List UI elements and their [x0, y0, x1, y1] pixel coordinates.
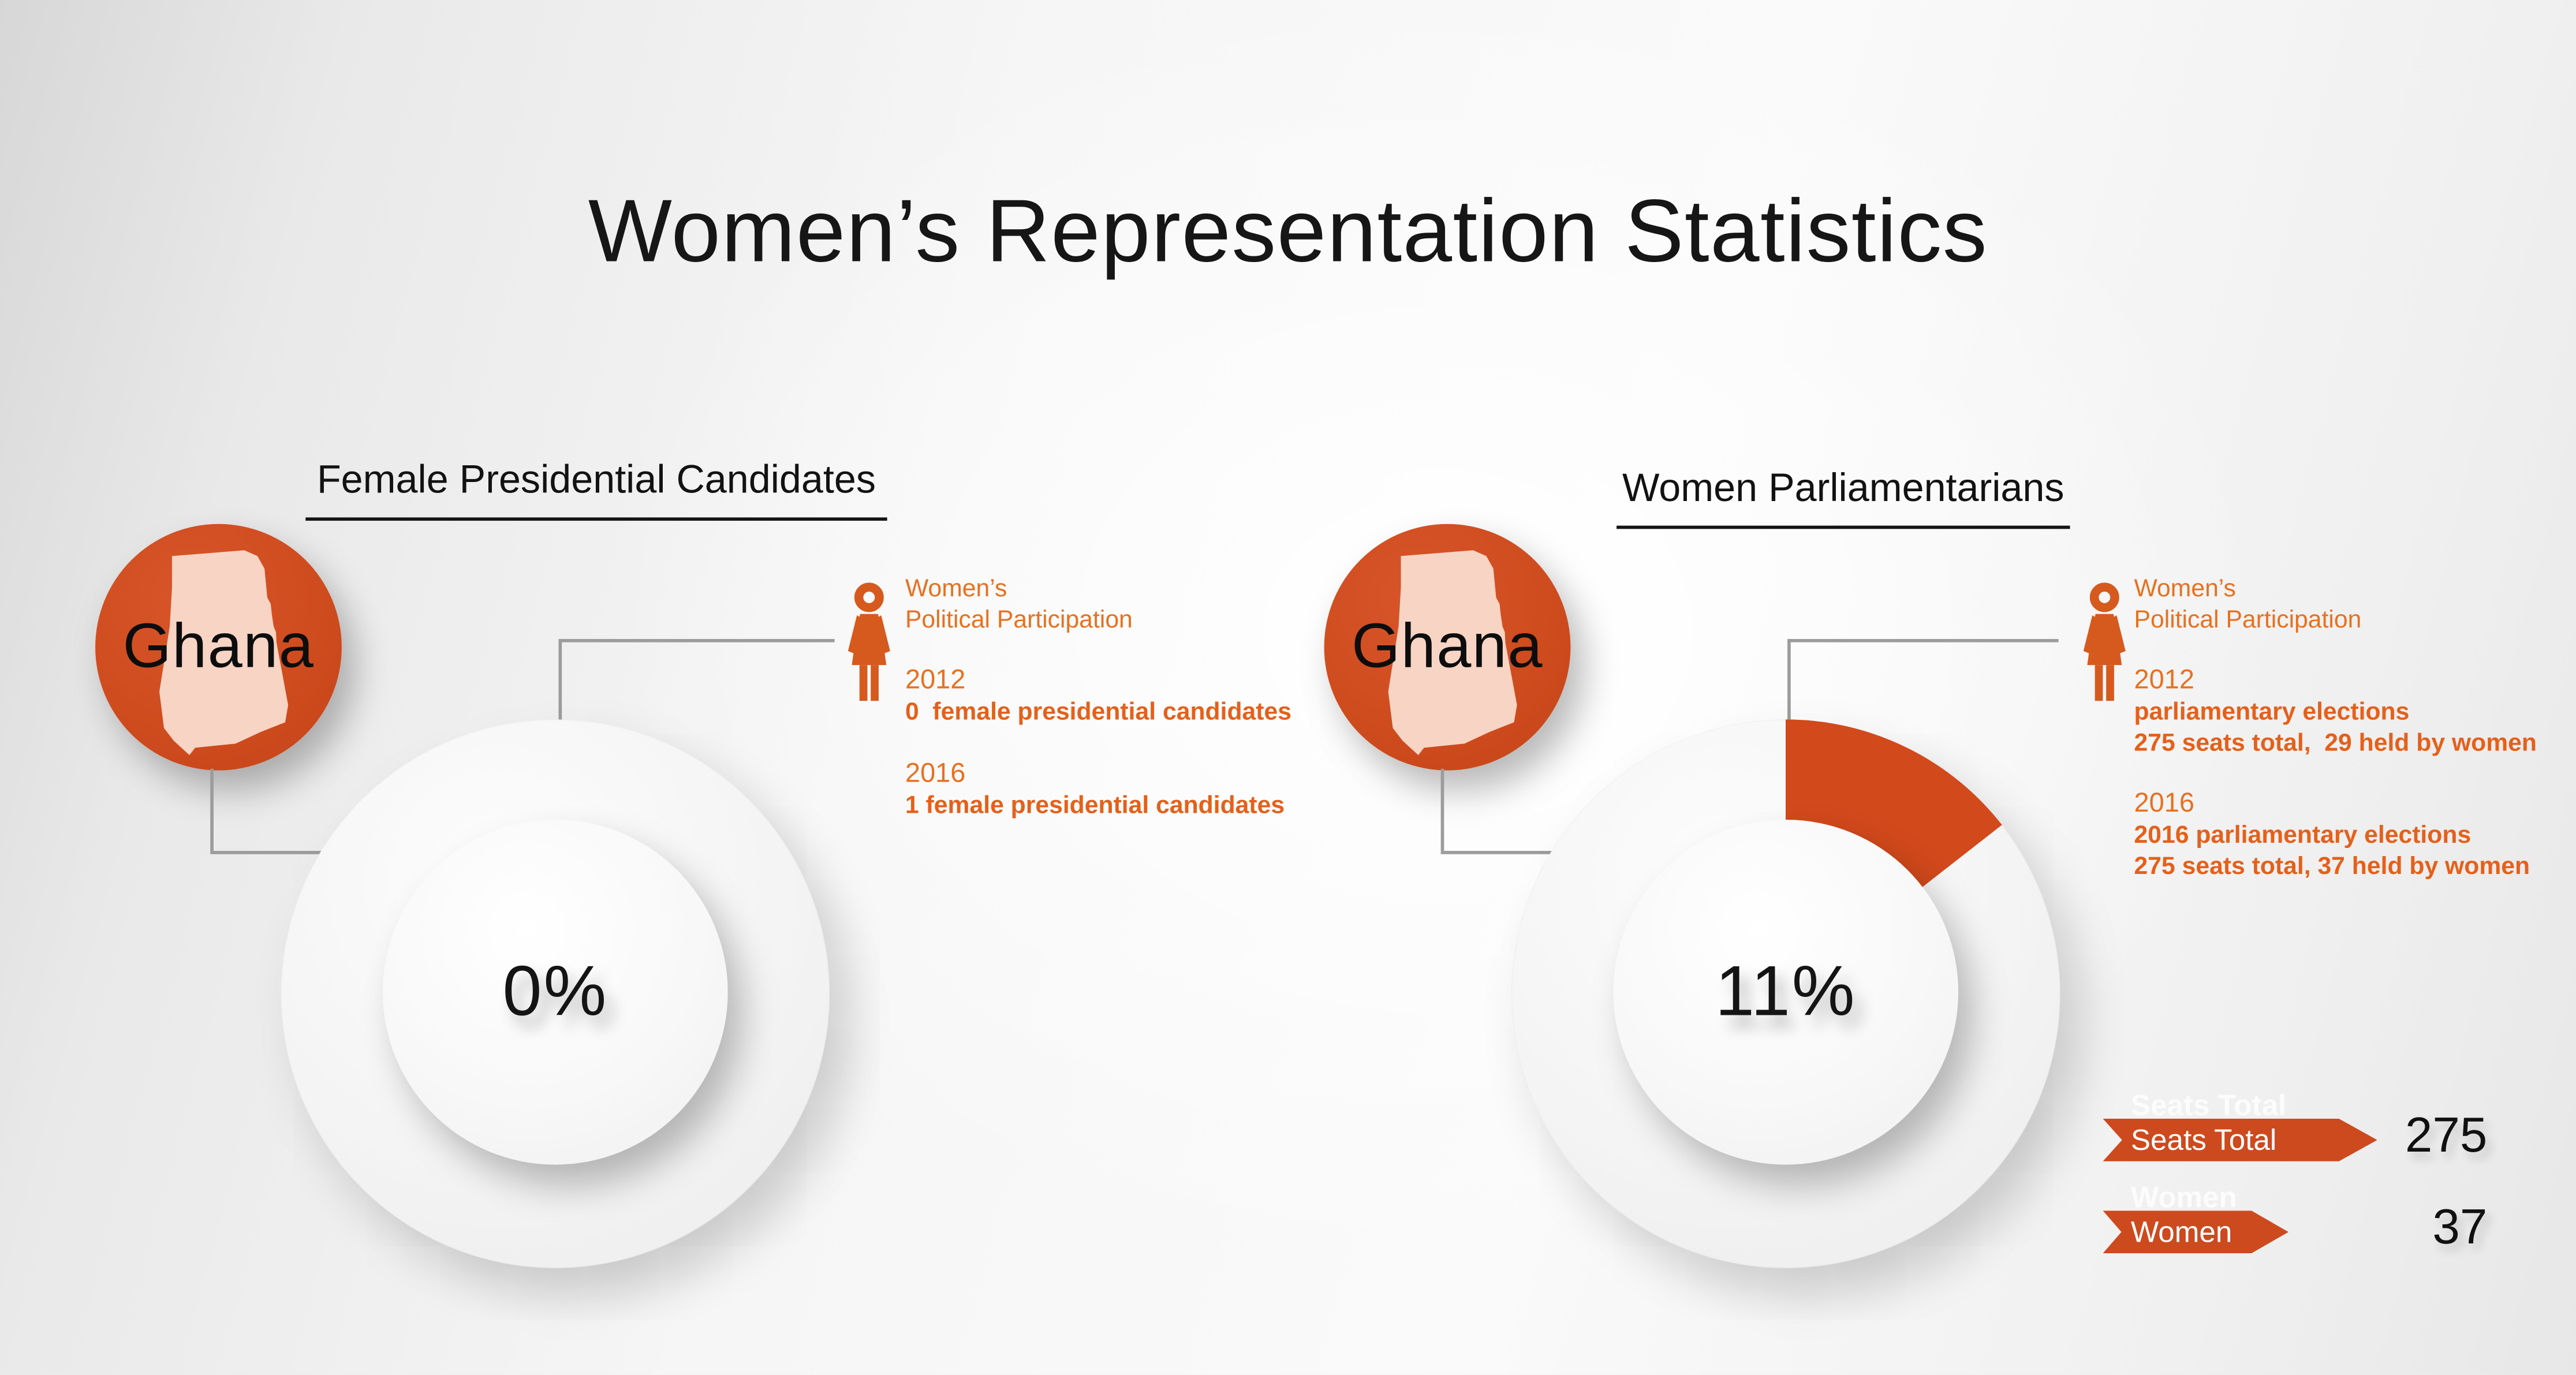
callout-entry-2012: 2012 0 female presidential candidates	[905, 664, 1316, 728]
ghana-map-icon	[159, 550, 289, 756]
callout-year: 2016	[2134, 788, 2195, 819]
connector-line	[558, 638, 835, 642]
callout-stat-line: 275 seats total, 37 held by women	[2134, 851, 2530, 880]
ghana-map-icon	[1388, 550, 1517, 756]
callout-presidential: Women’s Political Participation 2012 0 f…	[905, 575, 1316, 821]
country-badge-left: Ghana	[95, 524, 342, 771]
stat-ribbon-seats-total: Seats Total	[2103, 1118, 2377, 1161]
section-heading-parliament: Women Parliamentarians	[1616, 465, 2070, 529]
callout-stat-line: 2016 parliamentary elections	[2134, 821, 2472, 850]
callout-title-line: Women’s	[2134, 574, 2236, 603]
donut-chart-presidential: 0%	[281, 719, 830, 1268]
stats-legend: Seats Total Seats Total 275 Women Women …	[2103, 1088, 2497, 1268]
stat-label-ghost: Seats Total	[2130, 1089, 2287, 1122]
connector-line	[1440, 851, 1558, 854]
section-heading-presidential: Female Presidential Candidates	[305, 457, 887, 521]
donut-hole: 11%	[1613, 819, 1959, 1165]
callout-year: 2012	[2134, 665, 2195, 695]
callout-stat-line: 0 female presidential candidates	[905, 698, 1291, 726]
callout-stat-line: parliamentary elections	[2134, 698, 2410, 726]
callout-entry-2016: 2016 2016 parliamentary elections 275 se…	[2134, 787, 2545, 882]
stat-label: Seats Total	[2130, 1123, 2277, 1156]
woman-pictogram-icon	[2083, 582, 2126, 701]
callout-title-line: Political Participation	[2134, 605, 2362, 634]
connector-line	[210, 851, 322, 854]
country-label: Ghana	[122, 612, 315, 681]
callout-year: 2016	[905, 758, 966, 788]
callout-year: 2012	[905, 665, 966, 695]
woman-pictogram-icon	[848, 582, 890, 701]
callout-entry-2016: 2016 1 female presidential candidates	[905, 756, 1316, 821]
connector-line	[1440, 768, 1443, 851]
callout-parliament: Women’s Political Participation 2012 par…	[2134, 575, 2545, 882]
callout-title-line: Women’s	[905, 574, 1007, 603]
percent-label: 0%	[502, 952, 608, 1031]
connector-line	[1787, 638, 1790, 722]
stat-value-women: 37	[2432, 1201, 2488, 1256]
callout-title-line: Political Participation	[905, 605, 1133, 634]
connector-line	[1787, 638, 2059, 642]
percent-label: 11%	[1715, 952, 1857, 1031]
connector-line	[558, 638, 561, 722]
stat-value-seats-total: 275	[2405, 1108, 2488, 1163]
callout-entry-2012: 2012 parliamentary elections 275 seats t…	[2134, 664, 2545, 759]
callout-stat-line: 1 female presidential candidates	[905, 791, 1285, 819]
callout-stat-line: 275 seats total, 29 held by women	[2134, 728, 2537, 757]
country-label: Ghana	[1352, 612, 1543, 681]
page-title: Women’s Representation Statistics	[588, 182, 1988, 281]
connector-line	[210, 768, 213, 851]
country-badge-right: Ghana	[1324, 524, 1571, 771]
donut-chart-parliament: 11%	[1511, 719, 2060, 1268]
donut-hole: 0%	[383, 819, 728, 1165]
stat-ribbon-women: Women	[2103, 1210, 2289, 1254]
stat-label: Women	[2130, 1215, 2232, 1248]
stat-label-ghost: Women	[2130, 1181, 2237, 1214]
